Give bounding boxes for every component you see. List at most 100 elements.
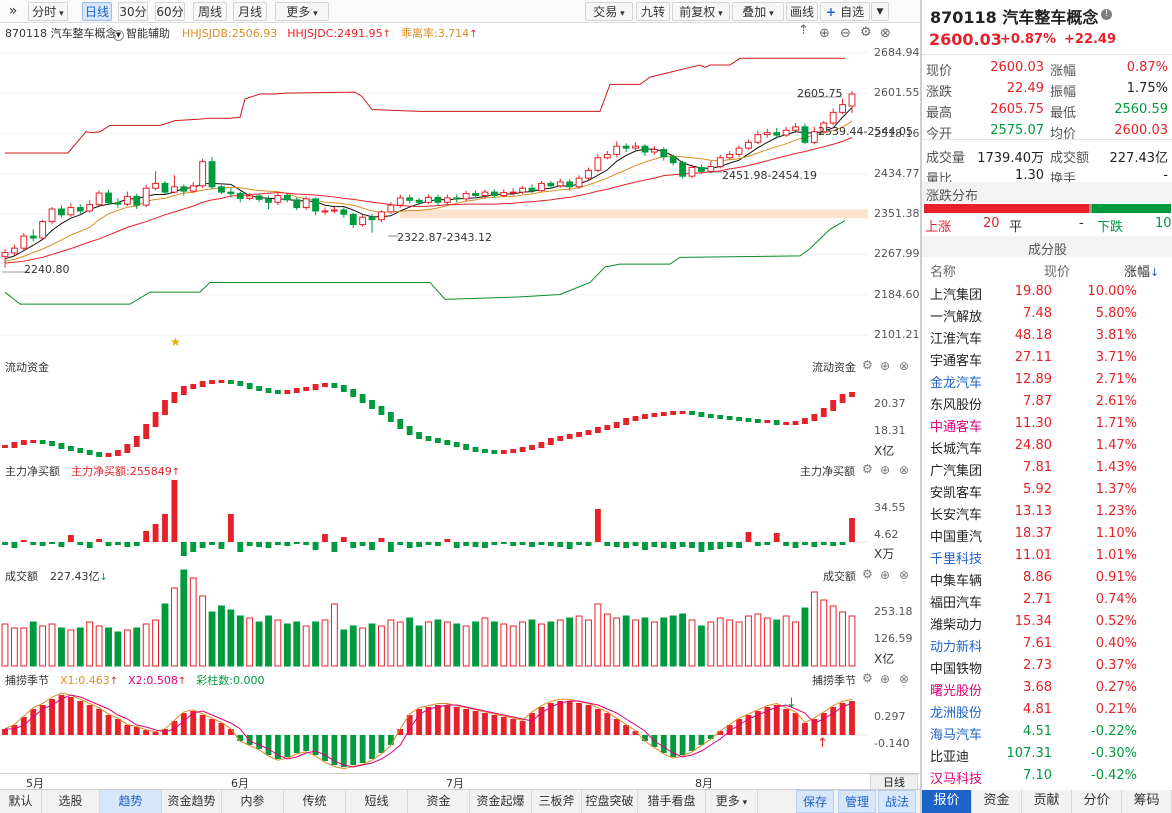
bottom-tab-0[interactable]: 默认 [0, 790, 42, 813]
flow-close-icon[interactable]: ⊗ [899, 359, 910, 373]
assist-toggle[interactable]: ▼ 智能辅助 [113, 25, 170, 41]
season-bar [745, 715, 752, 735]
stock-row[interactable]: 宇通客车 27.11 3.71% [922, 347, 1172, 369]
tool-button-4[interactable]: 画线 [786, 2, 818, 21]
collapse-button[interactable]: » [8, 3, 18, 19]
flow-mark [472, 447, 479, 452]
bottom-action-1[interactable]: 管理 [838, 790, 876, 813]
flow-mark [115, 450, 121, 456]
season-bar [218, 723, 225, 735]
bottom-tab-8[interactable]: 资金起爆 [470, 790, 532, 813]
season-gear-icon[interactable]: ⚙ [862, 671, 873, 685]
flow-mark [133, 436, 140, 447]
bottom-tab-2[interactable]: 趋势 [100, 790, 162, 813]
stock-change: 2.61% [1095, 394, 1137, 409]
period-button-3[interactable]: 60分 [155, 2, 185, 21]
stock-row[interactable]: 福田汽车 2.71 0.74% [922, 589, 1172, 611]
net-zoom-icon[interactable]: ⊕ [880, 463, 891, 477]
amount-chart [1, 569, 856, 667]
tool-button-3[interactable]: 叠加 ▾ [732, 2, 784, 21]
bottom-tab-10[interactable]: 控盘突破 [582, 790, 638, 813]
quote-tab-0[interactable]: 报价 [922, 790, 972, 813]
stock-row[interactable]: 中通客车 11.30 1.71% [922, 413, 1172, 435]
stock-row[interactable]: 上汽集团 19.80 10.00% [922, 281, 1172, 303]
flow-zoom-icon[interactable]: ⊕ [880, 359, 891, 373]
candle-body [801, 126, 809, 143]
period-label[interactable]: 日线 [870, 774, 918, 790]
stock-row[interactable]: 海马汽车 4.51 -0.22% [922, 721, 1172, 743]
net-gear-icon[interactable]: ⚙ [862, 462, 873, 476]
tool-button-2[interactable]: 前复权 ▾ [672, 2, 730, 21]
period-button-4[interactable]: 周线 [193, 2, 227, 21]
bottom-tab-6[interactable]: 短线 [346, 790, 408, 813]
quote-tab-4[interactable]: 筹码 [1122, 790, 1172, 813]
stock-row[interactable]: 比亚迪 107.31 -0.30% [922, 743, 1172, 765]
season-zoom-icon[interactable]: ⊕ [880, 672, 891, 686]
close-icon[interactable]: ⊗ [880, 26, 891, 41]
net-close-icon[interactable]: ⊗ [899, 463, 910, 477]
bottom-tab-3[interactable]: 资金趋势 [162, 790, 222, 813]
col-name-header[interactable]: 名称 [930, 265, 957, 280]
stock-row[interactable]: 中国铁物 2.73 0.37% [922, 655, 1172, 677]
stock-row[interactable]: 长城汽车 24.80 1.47% [922, 435, 1172, 457]
bottom-tab-7[interactable]: 资金 [408, 790, 470, 813]
season-close-icon[interactable]: ⊗ [899, 672, 910, 686]
quote-field-value: 2575.07 [990, 123, 1044, 138]
candlestick-chart[interactable] [0, 0, 920, 360]
bottom-action-0[interactable]: 保存 [796, 790, 834, 813]
stock-price: 7.61 [1023, 636, 1052, 651]
tool-button-0[interactable]: 交易 ▾ [585, 2, 633, 21]
tool-button-1[interactable]: 九转 [636, 2, 670, 21]
stock-row[interactable]: 潍柴动力 15.34 0.52% [922, 611, 1172, 633]
stock-row[interactable]: 金龙汽车 12.89 2.71% [922, 369, 1172, 391]
stock-row[interactable]: 一汽解放 7.48 5.80% [922, 303, 1172, 325]
amount-close-icon[interactable]: ⊗ [899, 568, 910, 582]
toolbar-dropdown-button[interactable]: ▼ [871, 2, 889, 21]
amount-zoom-icon[interactable]: ⊕ [880, 568, 891, 582]
quote-tab-3[interactable]: 分价 [1072, 790, 1122, 813]
bottom-action-2[interactable]: 战法 [878, 790, 916, 813]
stock-row[interactable]: 千里科技 11.01 1.01% [922, 545, 1172, 567]
zoom-in-icon[interactable]: ⊕ [819, 26, 830, 41]
stock-row[interactable]: 江淮汽车 48.18 3.81% [922, 325, 1172, 347]
net-bar [547, 542, 554, 546]
tool-button-5[interactable]: + 自选 [820, 2, 870, 21]
stock-row[interactable]: 汉马科技 7.10 -0.42% [922, 765, 1172, 787]
season-bar [20, 717, 27, 735]
stock-row[interactable]: 中国重汽 18.37 1.10% [922, 523, 1172, 545]
stock-row[interactable]: 东风股份 7.87 2.61% [922, 391, 1172, 413]
period-button-6[interactable]: 更多 ▾ [275, 2, 329, 21]
stock-row[interactable]: 动力新科 7.61 0.40% [922, 633, 1172, 655]
period-button-2[interactable]: 30分 [118, 2, 148, 21]
flow-gear-icon[interactable]: ⚙ [862, 358, 873, 372]
bottom-tab-11[interactable]: 猎手看盘 [638, 790, 706, 813]
stock-row[interactable]: 龙洲股份 4.81 0.21% [922, 699, 1172, 721]
zoom-out-icon[interactable]: ⊖ [840, 26, 851, 41]
bottom-tab-9[interactable]: 三板斧 [532, 790, 582, 813]
bottom-tab-1[interactable]: 选股 [42, 790, 100, 813]
amount-bar [792, 621, 799, 667]
gear-icon[interactable]: ⚙ [860, 25, 872, 40]
period-button-1[interactable]: 日线 [82, 2, 112, 21]
bottom-tab-12[interactable]: 更多 ▾ [706, 790, 758, 813]
flow-mark [679, 411, 686, 414]
bottom-tab-4[interactable]: 内参 [222, 790, 284, 813]
arrow-up-icon[interactable]: ⇡ [798, 23, 809, 38]
col-change-header[interactable]: 涨幅↓ [1124, 261, 1159, 280]
stock-row[interactable]: 长安汽车 13.13 1.23% [922, 501, 1172, 523]
flow-mark [529, 445, 535, 450]
amount-gear-icon[interactable]: ⚙ [862, 567, 873, 581]
candle-body [48, 208, 56, 223]
stock-row[interactable]: 曙光股份 3.68 0.27% [922, 677, 1172, 699]
period-button-0[interactable]: 分时 ▾ [28, 2, 68, 21]
quote-tab-1[interactable]: 资金 [972, 790, 1022, 813]
stock-row[interactable]: 广汽集团 7.81 1.43% [922, 457, 1172, 479]
bottom-tab-5[interactable]: 传统 [284, 790, 346, 813]
flow-mark [190, 384, 197, 389]
quote-tab-2[interactable]: 贡献 [1022, 790, 1072, 813]
stock-row[interactable]: 中集车辆 8.86 0.91% [922, 567, 1172, 589]
stock-row[interactable]: 安凯客车 5.92 1.37% [922, 479, 1172, 501]
period-button-5[interactable]: 月线 [233, 2, 267, 21]
info-icon[interactable]: ! [1101, 9, 1112, 20]
col-price-header[interactable]: 现价 [1044, 265, 1071, 280]
